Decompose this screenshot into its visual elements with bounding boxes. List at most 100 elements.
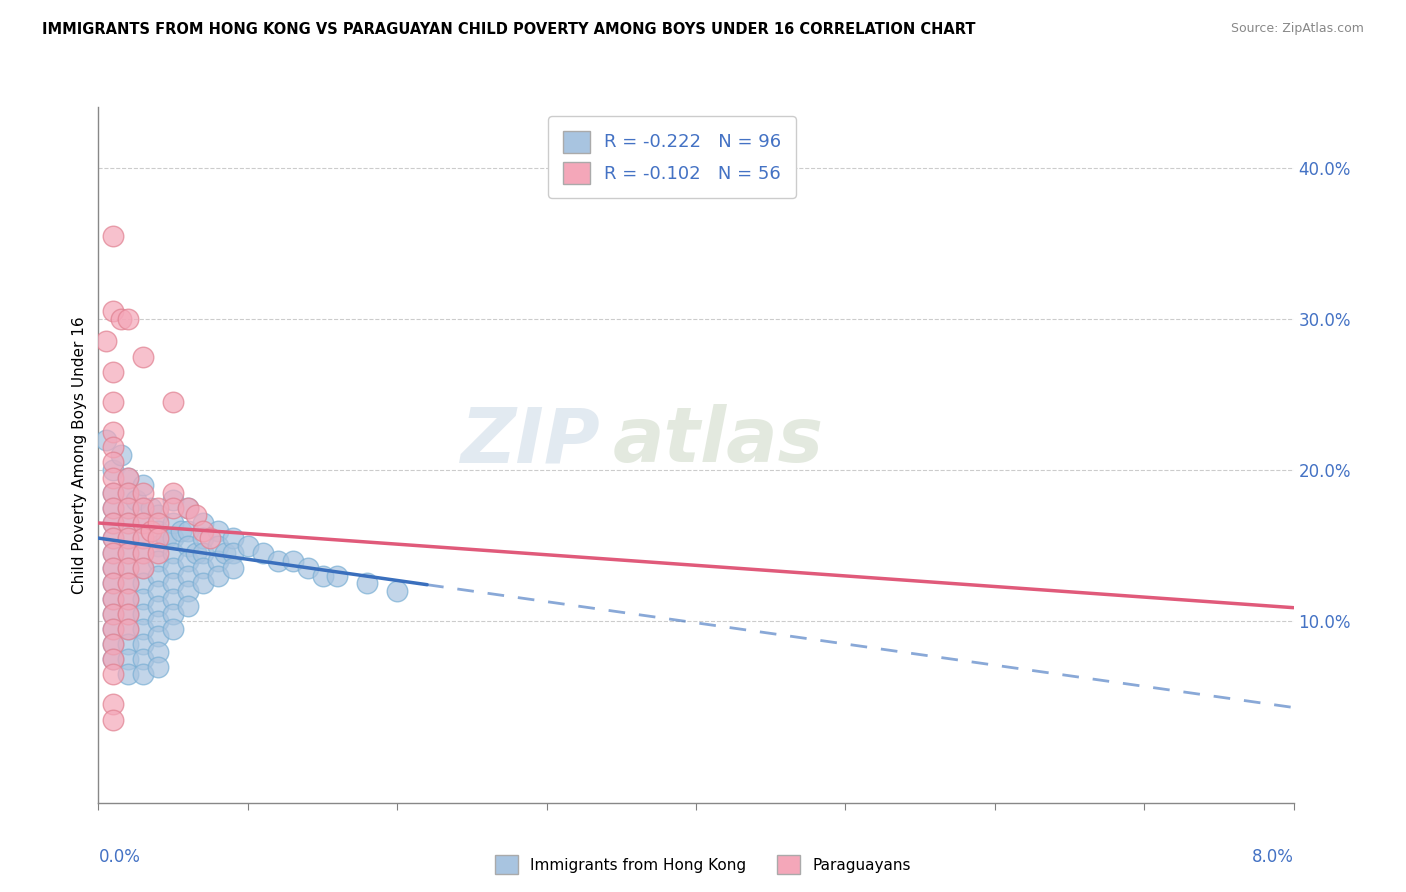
Point (155, 531, 177, 545)
Point (132, 607, 155, 621)
Point (103, 304, 125, 318)
Point (103, 652, 125, 666)
Point (117, 622, 139, 636)
Point (148, 644, 170, 658)
Point (139, 500, 162, 515)
Point (132, 516, 155, 530)
Point (103, 546, 125, 560)
Legend: R = -0.222   N = 96, R = -0.102   N = 56: R = -0.222 N = 96, R = -0.102 N = 56 (548, 116, 796, 198)
Point (148, 508, 170, 523)
Point (117, 470, 139, 484)
Point (132, 561, 155, 575)
Point (103, 500, 125, 515)
Point (117, 561, 139, 575)
Point (162, 395, 184, 409)
Point (103, 667, 125, 681)
Point (103, 455, 125, 469)
Point (94, 334, 117, 349)
Point (200, 531, 222, 545)
Point (103, 576, 125, 591)
Point (132, 652, 155, 666)
Text: 8.0%: 8.0% (1251, 848, 1294, 866)
Point (103, 395, 125, 409)
Point (326, 569, 349, 583)
Point (103, 441, 125, 455)
Point (117, 591, 139, 606)
Point (103, 425, 125, 440)
Point (222, 531, 245, 545)
Y-axis label: Child Poverty Among Boys Under 16: Child Poverty Among Boys Under 16 (72, 316, 87, 594)
Point (162, 516, 184, 530)
Point (103, 591, 125, 606)
Text: IMMIGRANTS FROM HONG KONG VS PARAGUAYAN CHILD POVERTY AMONG BOYS UNDER 16 CORREL: IMMIGRANTS FROM HONG KONG VS PARAGUAYAN … (42, 22, 976, 37)
Point (125, 493, 148, 508)
Legend: Immigrants from Hong Kong, Paraguayans: Immigrants from Hong Kong, Paraguayans (489, 849, 917, 880)
Point (94, 433, 117, 447)
Point (117, 500, 139, 515)
Point (385, 584, 409, 599)
Point (191, 576, 214, 591)
Point (191, 524, 214, 538)
Point (103, 698, 125, 712)
Point (117, 667, 139, 681)
Point (132, 561, 155, 575)
Point (184, 508, 207, 523)
Point (281, 554, 304, 568)
Point (103, 561, 125, 575)
Point (117, 485, 139, 500)
Point (177, 539, 200, 553)
Point (162, 500, 184, 515)
Point (117, 470, 139, 484)
Point (132, 637, 155, 651)
Point (207, 569, 229, 583)
Text: ZIP: ZIP (461, 404, 600, 478)
Point (132, 500, 155, 515)
Point (148, 584, 170, 599)
Point (132, 576, 155, 591)
Point (148, 539, 170, 553)
Point (356, 576, 378, 591)
Point (103, 463, 125, 477)
Point (297, 561, 319, 575)
Point (132, 591, 155, 606)
Text: Source: ZipAtlas.com: Source: ZipAtlas.com (1230, 22, 1364, 36)
Point (191, 516, 214, 530)
Point (103, 622, 125, 636)
Point (132, 516, 155, 530)
Point (148, 531, 170, 545)
Point (103, 622, 125, 636)
Point (148, 569, 170, 583)
Point (117, 531, 139, 545)
Point (117, 607, 139, 621)
Point (117, 622, 139, 636)
Point (139, 524, 162, 538)
Point (117, 576, 139, 591)
Point (148, 500, 170, 515)
Point (148, 554, 170, 568)
Point (148, 516, 170, 530)
Point (132, 622, 155, 636)
Point (117, 516, 139, 530)
Point (207, 554, 229, 568)
Point (148, 546, 170, 560)
Point (162, 546, 184, 560)
Point (117, 531, 139, 545)
Point (103, 607, 125, 621)
Point (117, 311, 139, 326)
Point (103, 713, 125, 727)
Point (110, 311, 132, 326)
Point (117, 561, 139, 575)
Point (117, 576, 139, 591)
Point (103, 365, 125, 379)
Point (103, 561, 125, 575)
Point (162, 531, 184, 545)
Point (117, 652, 139, 666)
Point (148, 615, 170, 629)
Point (162, 576, 184, 591)
Point (177, 524, 200, 538)
Point (132, 546, 155, 560)
Point (103, 485, 125, 500)
Point (132, 531, 155, 545)
Point (103, 485, 125, 500)
Point (311, 569, 333, 583)
